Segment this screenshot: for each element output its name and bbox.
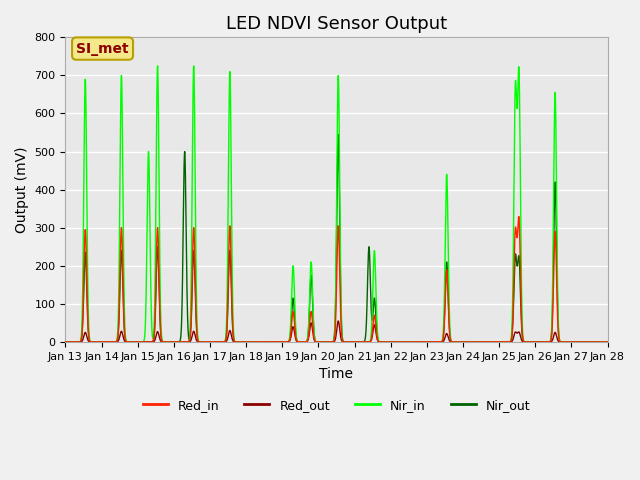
Line: Red_out: Red_out	[65, 321, 607, 342]
Red_in	[269, 339, 277, 345]
Line: Red_in: Red_in	[65, 216, 607, 342]
Red_in	[604, 339, 611, 345]
Red_in	[126, 339, 134, 345]
Title: LED NDVI Sensor Output: LED NDVI Sensor Output	[226, 15, 447, 33]
Nir_out	[126, 339, 134, 345]
Red_out	[269, 339, 277, 345]
Nir_in	[604, 339, 611, 345]
Nir_out	[401, 339, 408, 345]
Nir_out	[269, 339, 277, 345]
Nir_in	[401, 339, 408, 345]
Text: SI_met: SI_met	[76, 42, 129, 56]
Legend: Red_in, Red_out, Nir_in, Nir_out: Red_in, Red_out, Nir_in, Nir_out	[138, 394, 535, 417]
Nir_out	[61, 339, 69, 345]
Red_out	[61, 339, 69, 345]
Red_out	[334, 318, 342, 324]
Red_out	[554, 336, 561, 342]
Nir_in	[269, 339, 277, 345]
Nir_out	[554, 299, 561, 304]
Red_in	[575, 339, 582, 345]
Red_in	[515, 214, 523, 219]
Red_out	[604, 339, 611, 345]
Red_out	[575, 339, 582, 345]
Nir_in	[554, 276, 561, 282]
Nir_in	[61, 339, 69, 345]
Nir_in	[126, 339, 134, 345]
Nir_in	[551, 91, 559, 96]
X-axis label: Time: Time	[319, 367, 353, 381]
Nir_out	[334, 132, 342, 137]
Line: Nir_in: Nir_in	[65, 66, 607, 342]
Red_out	[551, 330, 559, 336]
Nir_in	[154, 63, 161, 69]
Red_in	[401, 339, 408, 345]
Red_in	[554, 311, 561, 317]
Red_in	[551, 229, 559, 235]
Red_in	[61, 339, 69, 345]
Red_out	[401, 339, 408, 345]
Line: Nir_out: Nir_out	[65, 134, 607, 342]
Nir_in	[575, 339, 582, 345]
Y-axis label: Output (mV): Output (mV)	[15, 146, 29, 233]
Nir_out	[551, 180, 559, 186]
Nir_out	[575, 339, 582, 345]
Red_out	[126, 339, 134, 345]
Nir_out	[604, 339, 611, 345]
